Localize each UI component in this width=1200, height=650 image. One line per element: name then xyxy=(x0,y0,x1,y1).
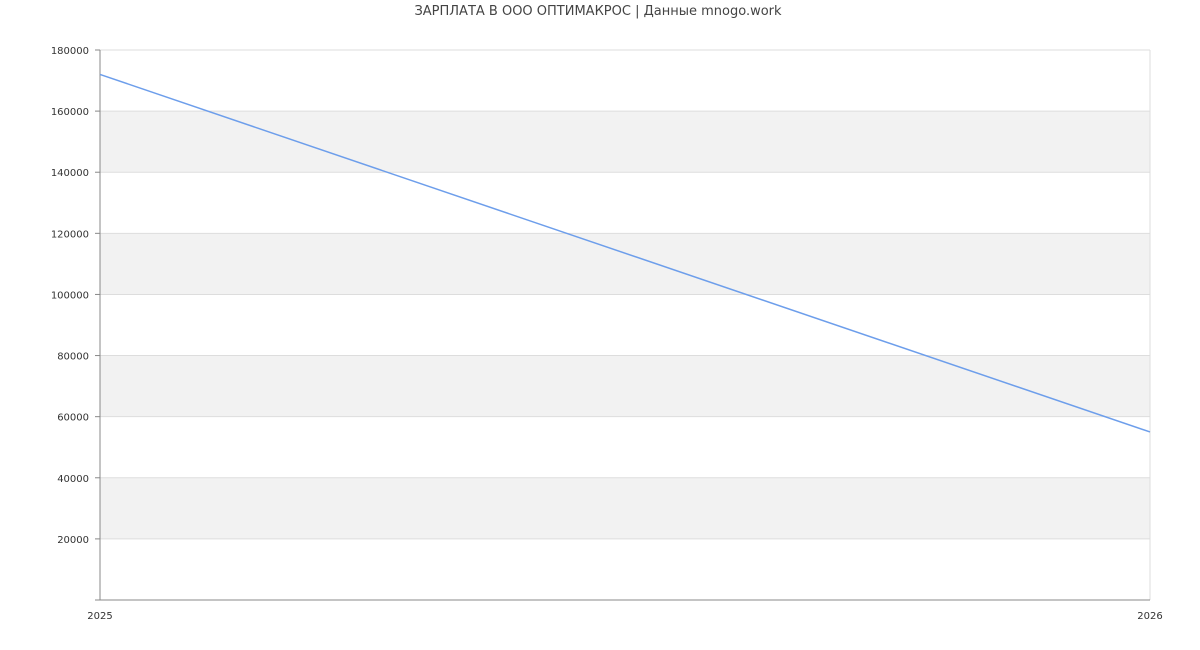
y-tick-label: 100000 xyxy=(51,290,89,301)
grid-band xyxy=(100,355,1150,417)
grid-band xyxy=(100,477,1150,539)
grid-band xyxy=(100,233,1150,295)
x-tick-label: 2026 xyxy=(1137,611,1162,622)
x-tick-label: 2025 xyxy=(87,611,112,622)
y-tick-label: 160000 xyxy=(51,107,89,118)
y-tick-label: 80000 xyxy=(57,352,89,363)
y-tick-label: 60000 xyxy=(57,413,89,424)
series-line xyxy=(99,73,1151,433)
y-tick-label: 140000 xyxy=(51,168,89,179)
y-tick-label: 180000 xyxy=(51,46,89,57)
y-tick-label: 40000 xyxy=(57,474,89,485)
grid-band xyxy=(100,111,1150,173)
y-tick-label: 20000 xyxy=(57,535,89,546)
chart-title: ЗАРПЛАТА В ООО ОПТИМАКРОС | Данные mnogo… xyxy=(414,4,782,19)
y-tick-label: 120000 xyxy=(51,229,89,240)
